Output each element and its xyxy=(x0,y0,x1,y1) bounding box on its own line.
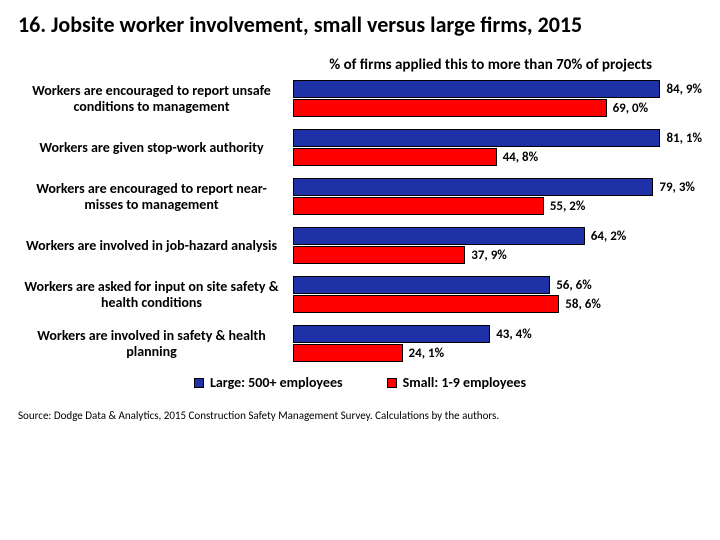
source-note: Source: Dodge Data & Analytics, 2015 Con… xyxy=(18,409,702,422)
chart-row: Workers are encouraged to report unsafe … xyxy=(18,80,702,117)
legend-large: Large: 500+ employees xyxy=(194,374,343,391)
bar-value-small: 55, 2% xyxy=(550,199,586,214)
page-title: 16. Jobsite worker involvement, small ve… xyxy=(18,12,702,38)
bar-rect-small xyxy=(293,99,607,117)
chart-row: Workers are asked for input on site safe… xyxy=(18,276,702,313)
bar-rect-large xyxy=(293,80,660,98)
bar-value-small: 44, 8% xyxy=(503,150,539,165)
bar-rect-small xyxy=(293,295,559,313)
bar-rect-small xyxy=(293,148,497,166)
bar-small: 37, 9% xyxy=(293,246,702,264)
category-label: Workers are asked for input on site safe… xyxy=(18,279,293,311)
bar-group: 43, 4% 24, 1% xyxy=(293,325,702,362)
bar-rect-large xyxy=(293,227,585,245)
bar-large: 56, 6% xyxy=(293,276,702,294)
bar-value-large: 84, 9% xyxy=(666,82,702,97)
bar-small: 44, 8% xyxy=(293,148,702,166)
bar-rect-large xyxy=(293,129,660,147)
bar-small: 24, 1% xyxy=(293,344,702,362)
bar-group: 79, 3% 55, 2% xyxy=(293,178,702,215)
bar-value-large: 81, 1% xyxy=(666,131,702,146)
bar-group: 81, 1% 44, 8% xyxy=(293,129,702,166)
bar-value-small: 24, 1% xyxy=(409,346,445,361)
bar-chart: Workers are encouraged to report unsafe … xyxy=(18,80,702,362)
bar-large: 84, 9% xyxy=(293,80,702,98)
bar-value-large: 64, 2% xyxy=(591,229,627,244)
chart-row: Workers are involved in job-hazard analy… xyxy=(18,227,702,264)
category-label: Workers are involved in job-hazard analy… xyxy=(18,238,293,254)
legend: Large: 500+ employees Small: 1-9 employe… xyxy=(18,374,702,391)
bar-value-small: 37, 9% xyxy=(471,248,507,263)
bar-rect-large xyxy=(293,325,490,343)
legend-label-large: Large: 500+ employees xyxy=(210,374,343,391)
bar-small: 69, 0% xyxy=(293,99,702,117)
bar-group: 56, 6% 58, 6% xyxy=(293,276,702,313)
chart-row: Workers are involved in safety & health … xyxy=(18,325,702,362)
bar-rect-large xyxy=(293,276,550,294)
bar-value-large: 79, 3% xyxy=(659,180,695,195)
chart-row: Workers are encouraged to report near-mi… xyxy=(18,178,702,215)
chart-row: Workers are given stop-work authority81,… xyxy=(18,129,702,166)
bar-small: 55, 2% xyxy=(293,197,702,215)
bar-rect-small xyxy=(293,197,544,215)
bar-rect-small xyxy=(293,246,465,264)
category-label: Workers are given stop-work authority xyxy=(18,140,293,156)
bar-group: 84, 9% 69, 0% xyxy=(293,80,702,117)
bar-large: 64, 2% xyxy=(293,227,702,245)
category-label: Workers are involved in safety & health … xyxy=(18,328,293,360)
category-label: Workers are encouraged to report unsafe … xyxy=(18,83,293,115)
bar-value-large: 43, 4% xyxy=(496,327,532,342)
bar-group: 64, 2% 37, 9% xyxy=(293,227,702,264)
bar-large: 43, 4% xyxy=(293,325,702,343)
category-label: Workers are encouraged to report near-mi… xyxy=(18,181,293,213)
bar-small: 58, 6% xyxy=(293,295,702,313)
chart-subtitle: % of firms applied this to more than 70%… xyxy=(18,56,702,74)
legend-swatch-small xyxy=(387,378,397,388)
bar-value-small: 69, 0% xyxy=(613,101,649,116)
bar-rect-large xyxy=(293,178,653,196)
bar-large: 81, 1% xyxy=(293,129,702,147)
bar-value-large: 56, 6% xyxy=(556,278,592,293)
legend-label-small: Small: 1-9 employees xyxy=(403,374,526,391)
bar-rect-small xyxy=(293,344,403,362)
legend-swatch-large xyxy=(194,378,204,388)
bar-value-small: 58, 6% xyxy=(565,297,601,312)
bar-large: 79, 3% xyxy=(293,178,702,196)
legend-small: Small: 1-9 employees xyxy=(387,374,526,391)
